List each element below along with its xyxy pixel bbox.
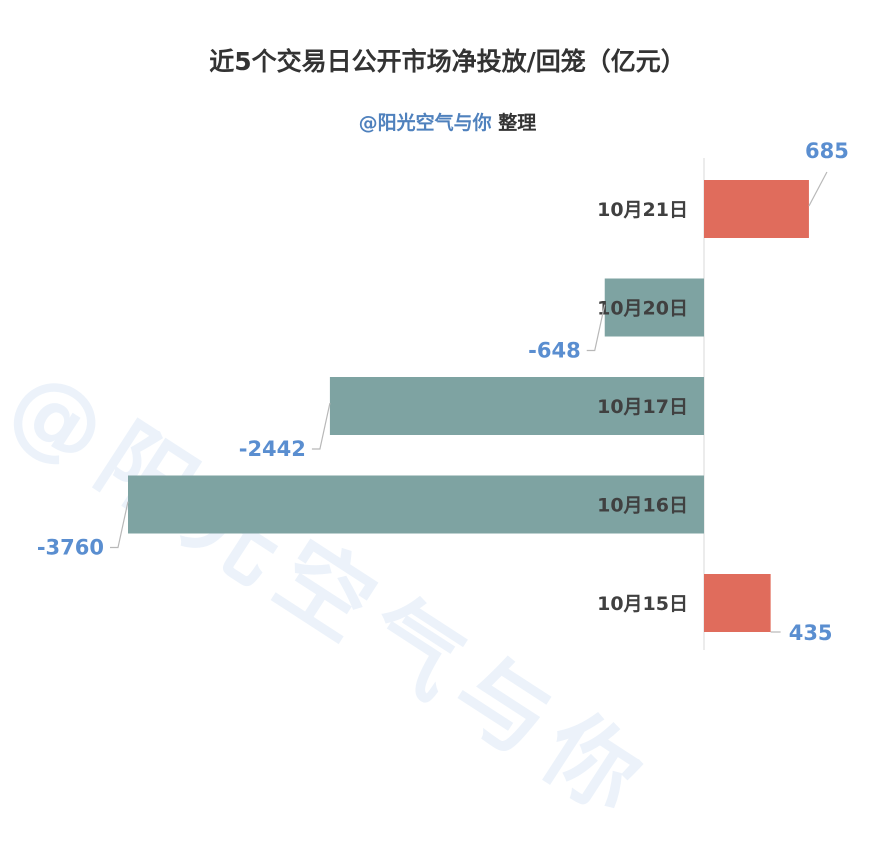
value-label: -2442 bbox=[239, 437, 306, 461]
value-label: -3760 bbox=[37, 536, 104, 560]
chart-title: 近5个交易日公开市场净投放/回笼（亿元） bbox=[209, 47, 686, 76]
value-label: 685 bbox=[805, 139, 849, 163]
leader-line bbox=[808, 171, 828, 207]
bar bbox=[128, 475, 704, 534]
leader-line bbox=[586, 304, 606, 352]
subtitle-suffix: 整理 bbox=[491, 112, 537, 134]
leader-line bbox=[110, 501, 129, 549]
value-label: 435 bbox=[789, 621, 833, 645]
category-label: 10月20日 bbox=[597, 298, 688, 320]
value-label: -648 bbox=[528, 339, 581, 363]
category-label: 10月16日 bbox=[597, 495, 688, 517]
category-label: 10月17日 bbox=[597, 396, 688, 418]
chart-subtitle: @阳光空气与你 整理 bbox=[0, 108, 895, 135]
bar bbox=[704, 574, 771, 632]
category-label: 10月21日 bbox=[597, 199, 688, 221]
category-label: 10月15日 bbox=[597, 593, 688, 615]
leader-line bbox=[311, 402, 331, 450]
bar-chart: 10月21日 685 10月20日 -648 10月17日 -2442 10月16日 -376… bbox=[37, 139, 849, 650]
bar bbox=[604, 278, 704, 337]
bar bbox=[704, 180, 809, 238]
subtitle-handle: @阳光空气与你 bbox=[358, 112, 492, 134]
bar bbox=[329, 377, 704, 435]
